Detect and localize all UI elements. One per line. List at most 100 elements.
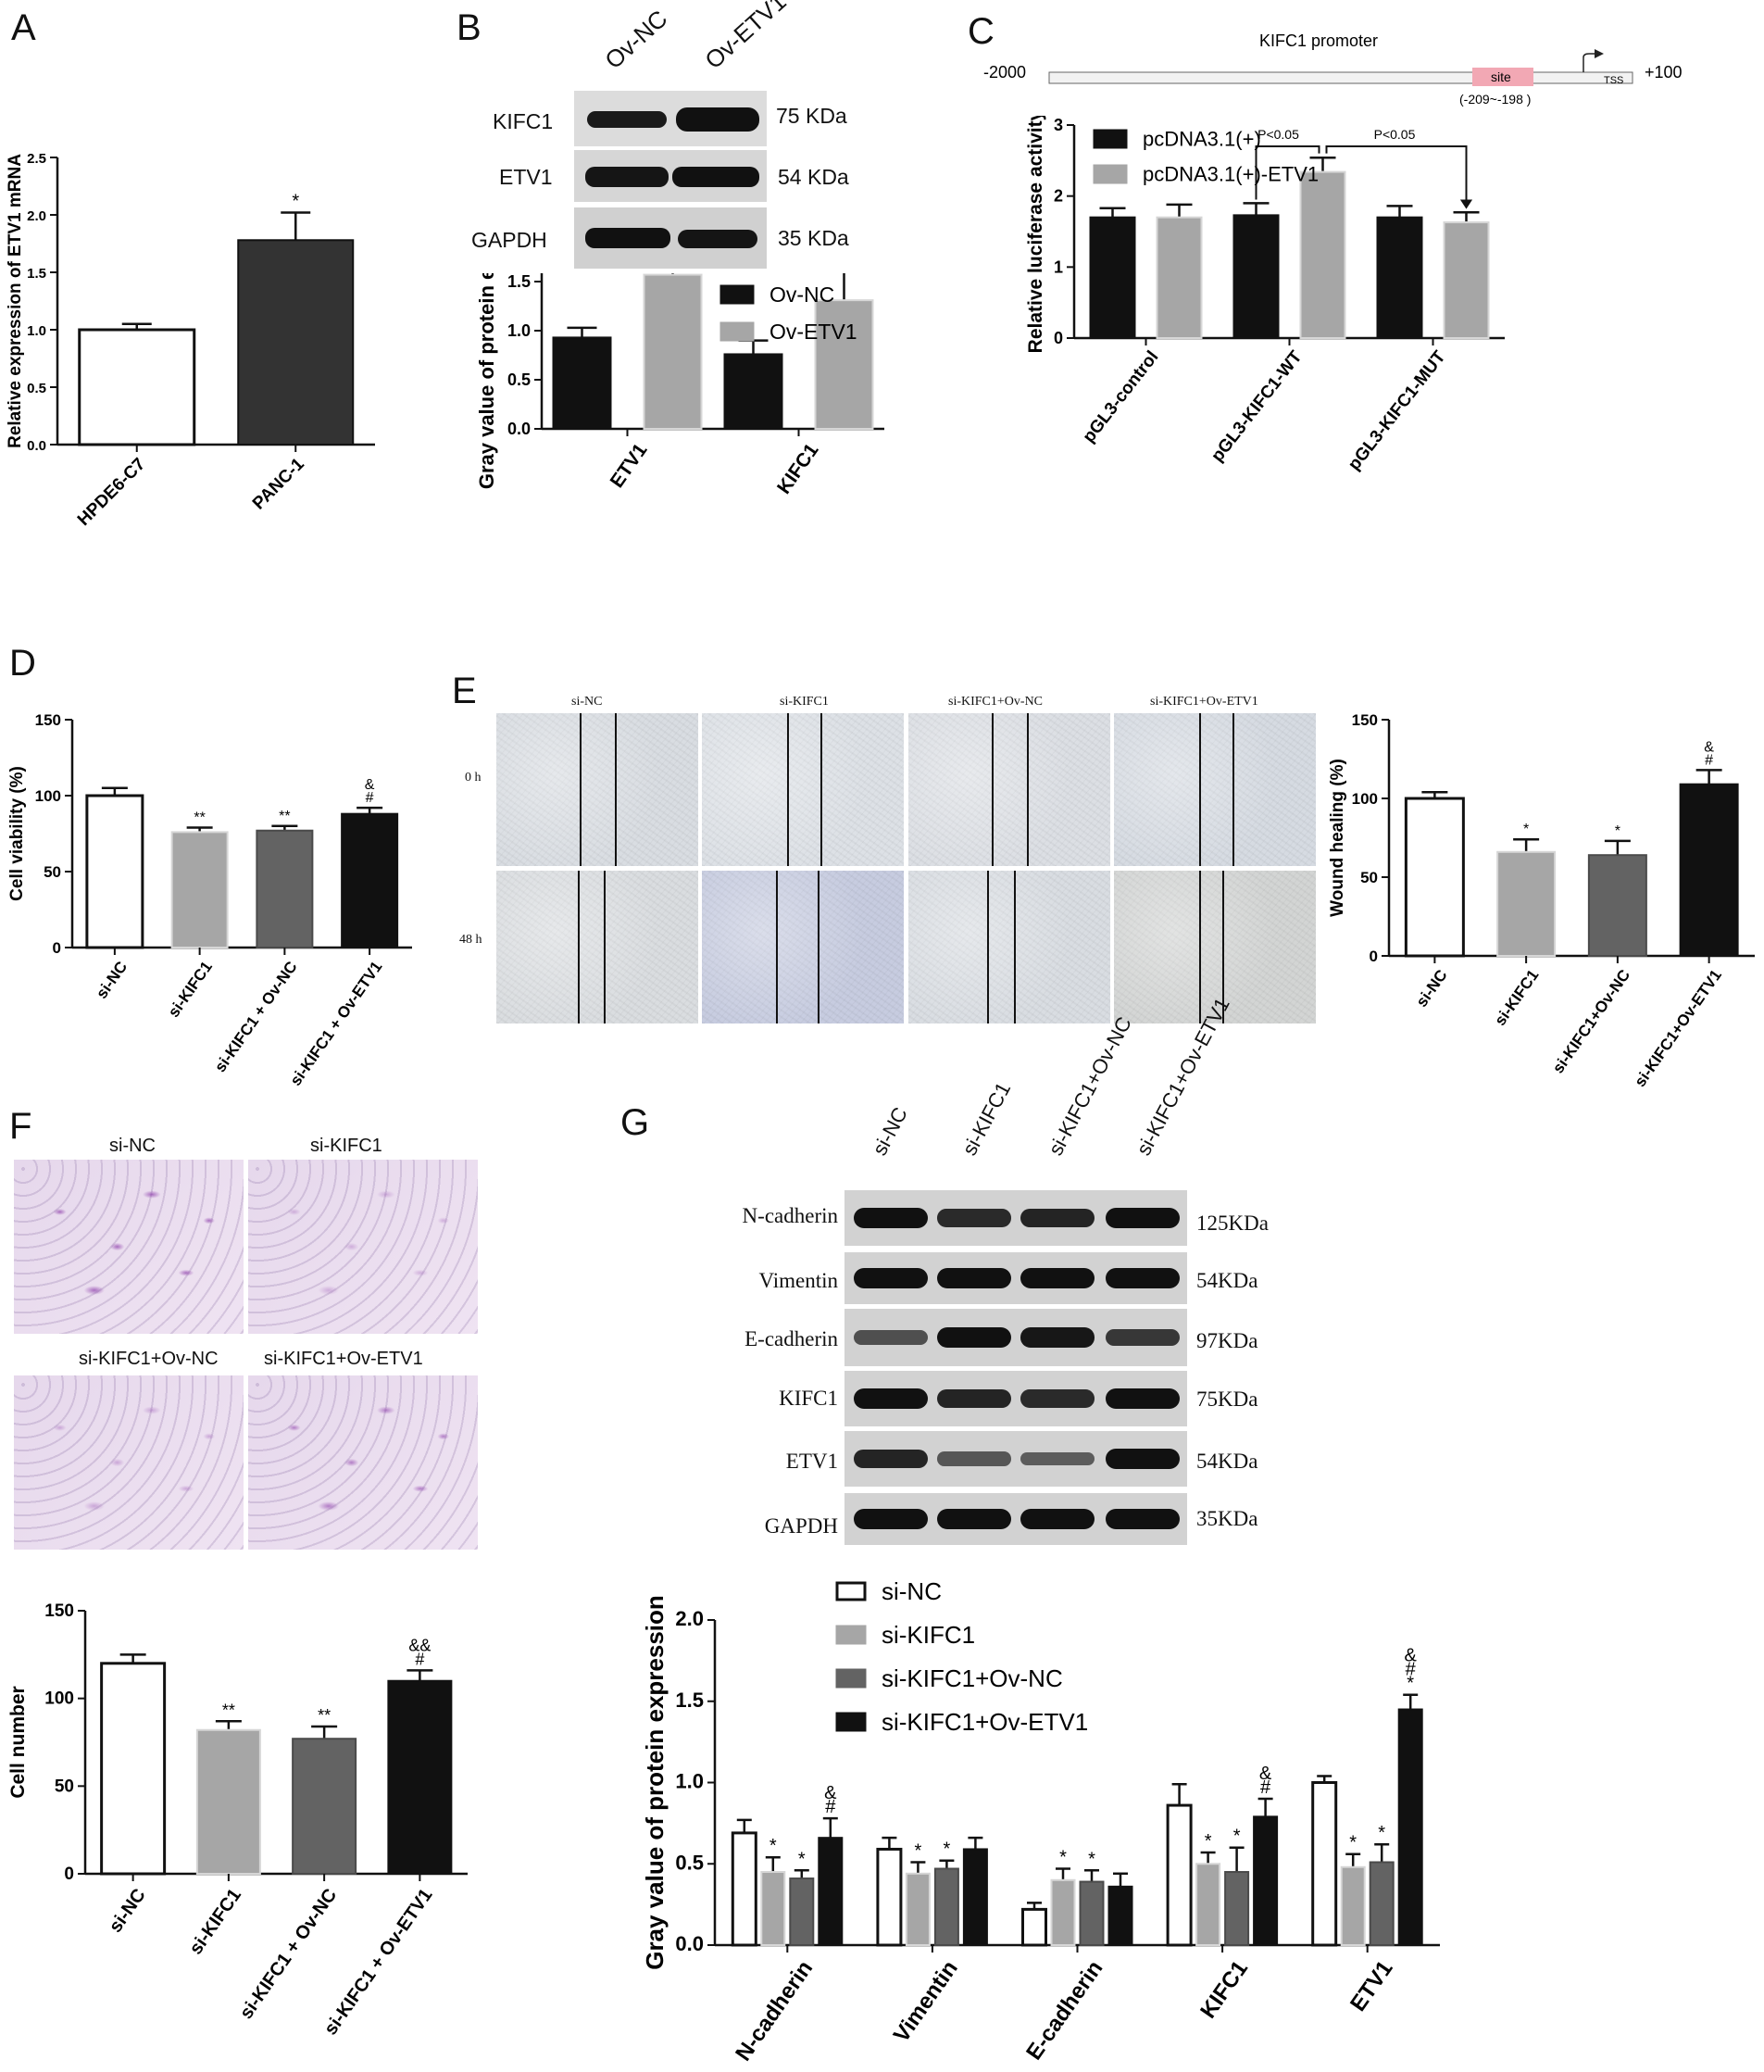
legend-swatch <box>1093 164 1128 184</box>
bar <box>1224 1871 1250 1946</box>
x-tick-label: E-cadherin <box>1021 1956 1107 2065</box>
legend-entry: Ov-ETV1 <box>769 320 857 344</box>
blot-g-strip <box>844 1371 1187 1426</box>
chart-f: 0 50 100 150 Cell number si-NC ** si-KIFC1 ** si-… <box>7 1601 468 2039</box>
blot-g-row-label: GAPDH <box>764 1514 838 1538</box>
comparison-bracket <box>1255 145 1320 200</box>
bar <box>292 1738 357 1875</box>
wound-col-label: si-KIFC1+Ov-ETV1 <box>1150 695 1258 709</box>
y-tick-label: 150 <box>35 711 61 729</box>
blot-band <box>854 1509 928 1529</box>
x-tick-label: si-NC <box>1413 966 1451 1010</box>
bar <box>195 1728 261 1875</box>
significance-label: * <box>1523 822 1529 837</box>
x-tick-label: si-KIFC1+Ov-ETV1 <box>1631 966 1724 1090</box>
chart-g: 0.0 0.5 1.0 1.5 2.0 Gray value of protein exp… <box>641 1595 1440 2066</box>
bar <box>552 336 612 430</box>
significance-label: & <box>1405 1646 1418 1666</box>
wound-edge-line <box>1199 713 1201 866</box>
significance-label: & <box>1704 739 1714 755</box>
blot-band <box>937 1209 1011 1227</box>
bar <box>1156 216 1203 339</box>
blot-b-lane-label: Ov-ETV1 <box>699 0 792 75</box>
y-tick-label: 1 <box>1054 257 1063 276</box>
blot-band <box>1020 1451 1095 1466</box>
transwell-image <box>248 1375 478 1550</box>
x-tick-label: si-NC <box>93 958 131 1001</box>
significance-label: ** <box>222 1701 235 1719</box>
blot-g-lane-label: si-KIFC1+Ov-NC <box>1044 1012 1136 1160</box>
blot-g-strip <box>844 1431 1187 1487</box>
blot-band <box>1106 1509 1180 1529</box>
y-axis-label: Cell number <box>7 1686 29 1798</box>
x-tick-label: si-KIFC1 <box>185 1885 245 1958</box>
wound-edge-line <box>578 871 580 1023</box>
x-tick-label: pGL3-KIFC1-MUT <box>1345 347 1450 474</box>
blot-band <box>1020 1509 1095 1529</box>
promoter-left-coordinate: -2000 <box>983 63 1026 82</box>
bar <box>814 299 874 430</box>
transwell-image <box>14 1160 244 1334</box>
x-tick-label: si-KIFC1 + Ov-ETV1 <box>287 958 386 1088</box>
wound-image <box>496 871 698 1023</box>
blot-g-lane-label: si-NC <box>868 1103 912 1160</box>
transwell-label: si-KIFC1+Ov-ETV1 <box>264 1349 423 1369</box>
bar <box>1404 797 1465 958</box>
blot-g-size: 35KDa <box>1196 1507 1258 1530</box>
wound-edge-line <box>820 713 822 866</box>
y-axis-label: Gray value of protein expression <box>641 1595 669 1970</box>
wound-edge-line <box>1199 871 1201 1023</box>
bar <box>1079 1880 1105 1946</box>
legend-g-svg: si-NC si-KIFC1 si-KIFC1+Ov-NC si-KIFC1+Ov-E… <box>835 1577 1088 1736</box>
bar <box>1232 214 1280 339</box>
significance-label: * <box>915 1840 922 1861</box>
y-tick-label: 2.0 <box>27 208 46 224</box>
panel-label-g: G <box>620 1102 650 1143</box>
panel-label-e: E <box>452 671 477 711</box>
wound-edge-line <box>604 871 606 1023</box>
bar <box>818 1837 844 1947</box>
significance-label: * <box>292 192 299 212</box>
blot-band <box>1106 1449 1180 1469</box>
blot-band <box>1106 1388 1180 1409</box>
y-tick-label: 0 <box>1054 329 1063 347</box>
blot-band <box>854 1330 928 1345</box>
bar <box>1311 1781 1338 1947</box>
y-tick-label: 0.5 <box>675 1851 704 1874</box>
blot-g-size: 54KDa <box>1196 1269 1258 1292</box>
bar <box>85 794 144 949</box>
x-tick-label: KIFC1 <box>773 439 823 497</box>
y-tick-label: 0 <box>53 939 61 957</box>
y-tick-label: 0 <box>1370 948 1378 965</box>
y-tick-label: 50 <box>1360 869 1378 886</box>
bar <box>1107 1885 1133 1947</box>
y-tick-label: 0.0 <box>507 420 531 438</box>
promoter-site-label: site <box>1491 69 1511 84</box>
y-tick-label: 0.0 <box>27 438 46 454</box>
blot-band <box>937 1268 1011 1288</box>
bar <box>723 353 783 430</box>
bar <box>1050 1878 1076 1946</box>
blot-g-size: 54KDa <box>1196 1450 1258 1473</box>
y-tick-label: 0.5 <box>507 370 531 389</box>
y-tick-label: 1.0 <box>27 323 46 339</box>
blot-band <box>1020 1389 1095 1408</box>
comparison-arrow-icon <box>1460 199 1472 209</box>
significance-label: * <box>1407 1674 1414 1694</box>
blot-band <box>937 1451 1011 1466</box>
blot-g-strip <box>844 1190 1187 1246</box>
bar <box>1340 1865 1366 1947</box>
legend-entry: pcDNA3.1(+)-ETV1 <box>1143 163 1319 186</box>
y-tick-label: 50 <box>44 863 61 881</box>
x-tick-label: si-KIFC1 + Ov-ETV1 <box>320 1885 436 2039</box>
significance-label: * <box>769 1836 777 1856</box>
bar <box>1089 216 1136 339</box>
bar <box>731 1831 757 1947</box>
wound-edge-line <box>1222 871 1224 1023</box>
promoter-diagram: KIFC1 promoter -2000 site (-209~-198 ) T… <box>983 31 1683 107</box>
bar <box>962 1848 988 1946</box>
x-tick-label: si-KIFC1 <box>1491 966 1542 1028</box>
blot-b-size: 35 KDa <box>778 226 849 250</box>
wound-edge-line <box>1014 871 1016 1023</box>
